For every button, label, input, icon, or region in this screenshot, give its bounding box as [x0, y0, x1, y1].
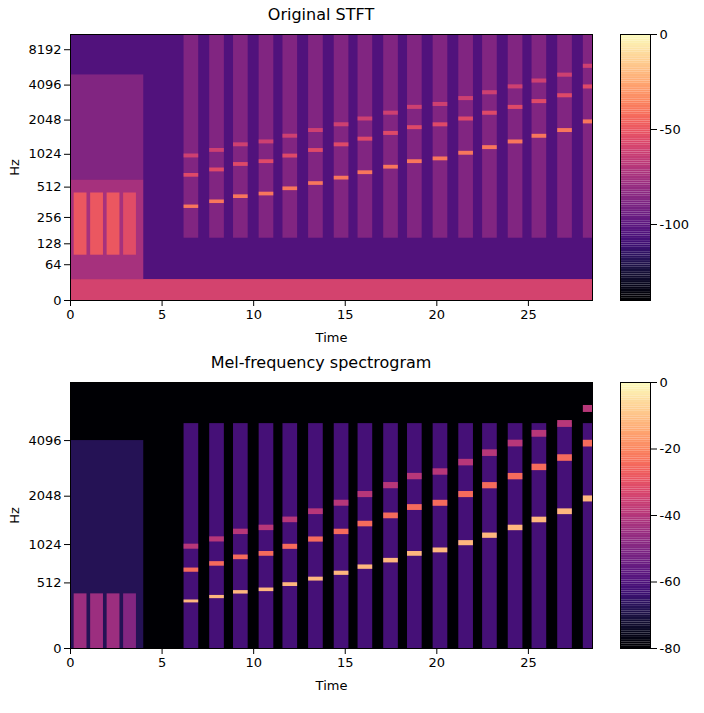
svg-text:-50: -50	[660, 122, 681, 137]
svg-text:0: 0	[53, 293, 61, 308]
svg-text:4096: 4096	[28, 77, 61, 92]
svg-text:64: 64	[45, 257, 62, 272]
svg-text:15: 15	[337, 655, 354, 670]
svg-text:25: 25	[520, 307, 537, 322]
svg-text:-40: -40	[660, 508, 681, 523]
html-text:Original STFT: Original STFT	[267, 5, 375, 24]
svg-text:2048: 2048	[28, 112, 61, 127]
svg-text:0: 0	[66, 655, 74, 670]
svg-text:Time: Time	[315, 678, 348, 693]
html-text:Mel-frequency spectrogram: Mel-frequency spectrogram	[210, 353, 432, 372]
svg-text:Hz: Hz	[7, 159, 22, 176]
svg-text:0: 0	[53, 641, 61, 656]
svg-text:-80: -80	[660, 641, 681, 656]
svg-text:25: 25	[520, 655, 537, 670]
svg-text:5: 5	[158, 655, 166, 670]
svg-text:Time: Time	[315, 330, 348, 345]
svg-text:8192: 8192	[28, 42, 61, 57]
svg-text:512: 512	[37, 179, 62, 194]
svg-text:Hz: Hz	[7, 507, 22, 524]
svg-text:0: 0	[660, 375, 668, 390]
svg-text:-60: -60	[660, 574, 681, 589]
svg-text:0: 0	[66, 307, 74, 322]
svg-text:512: 512	[37, 575, 62, 590]
svg-text:256: 256	[37, 210, 62, 225]
svg-text:128: 128	[37, 236, 62, 251]
svg-text:2048: 2048	[28, 488, 61, 503]
svg-text:-100: -100	[660, 217, 690, 232]
svg-text:5: 5	[158, 307, 166, 322]
svg-text:10: 10	[245, 655, 262, 670]
svg-text:-20: -20	[660, 441, 681, 456]
svg-text:1024: 1024	[28, 537, 61, 552]
svg-text:4096: 4096	[28, 433, 61, 448]
svg-text:10: 10	[245, 307, 262, 322]
svg-text:0: 0	[660, 27, 668, 42]
svg-text:1024: 1024	[28, 146, 61, 161]
svg-text:20: 20	[429, 655, 446, 670]
svg-text:20: 20	[429, 307, 446, 322]
svg-text:15: 15	[337, 307, 354, 322]
